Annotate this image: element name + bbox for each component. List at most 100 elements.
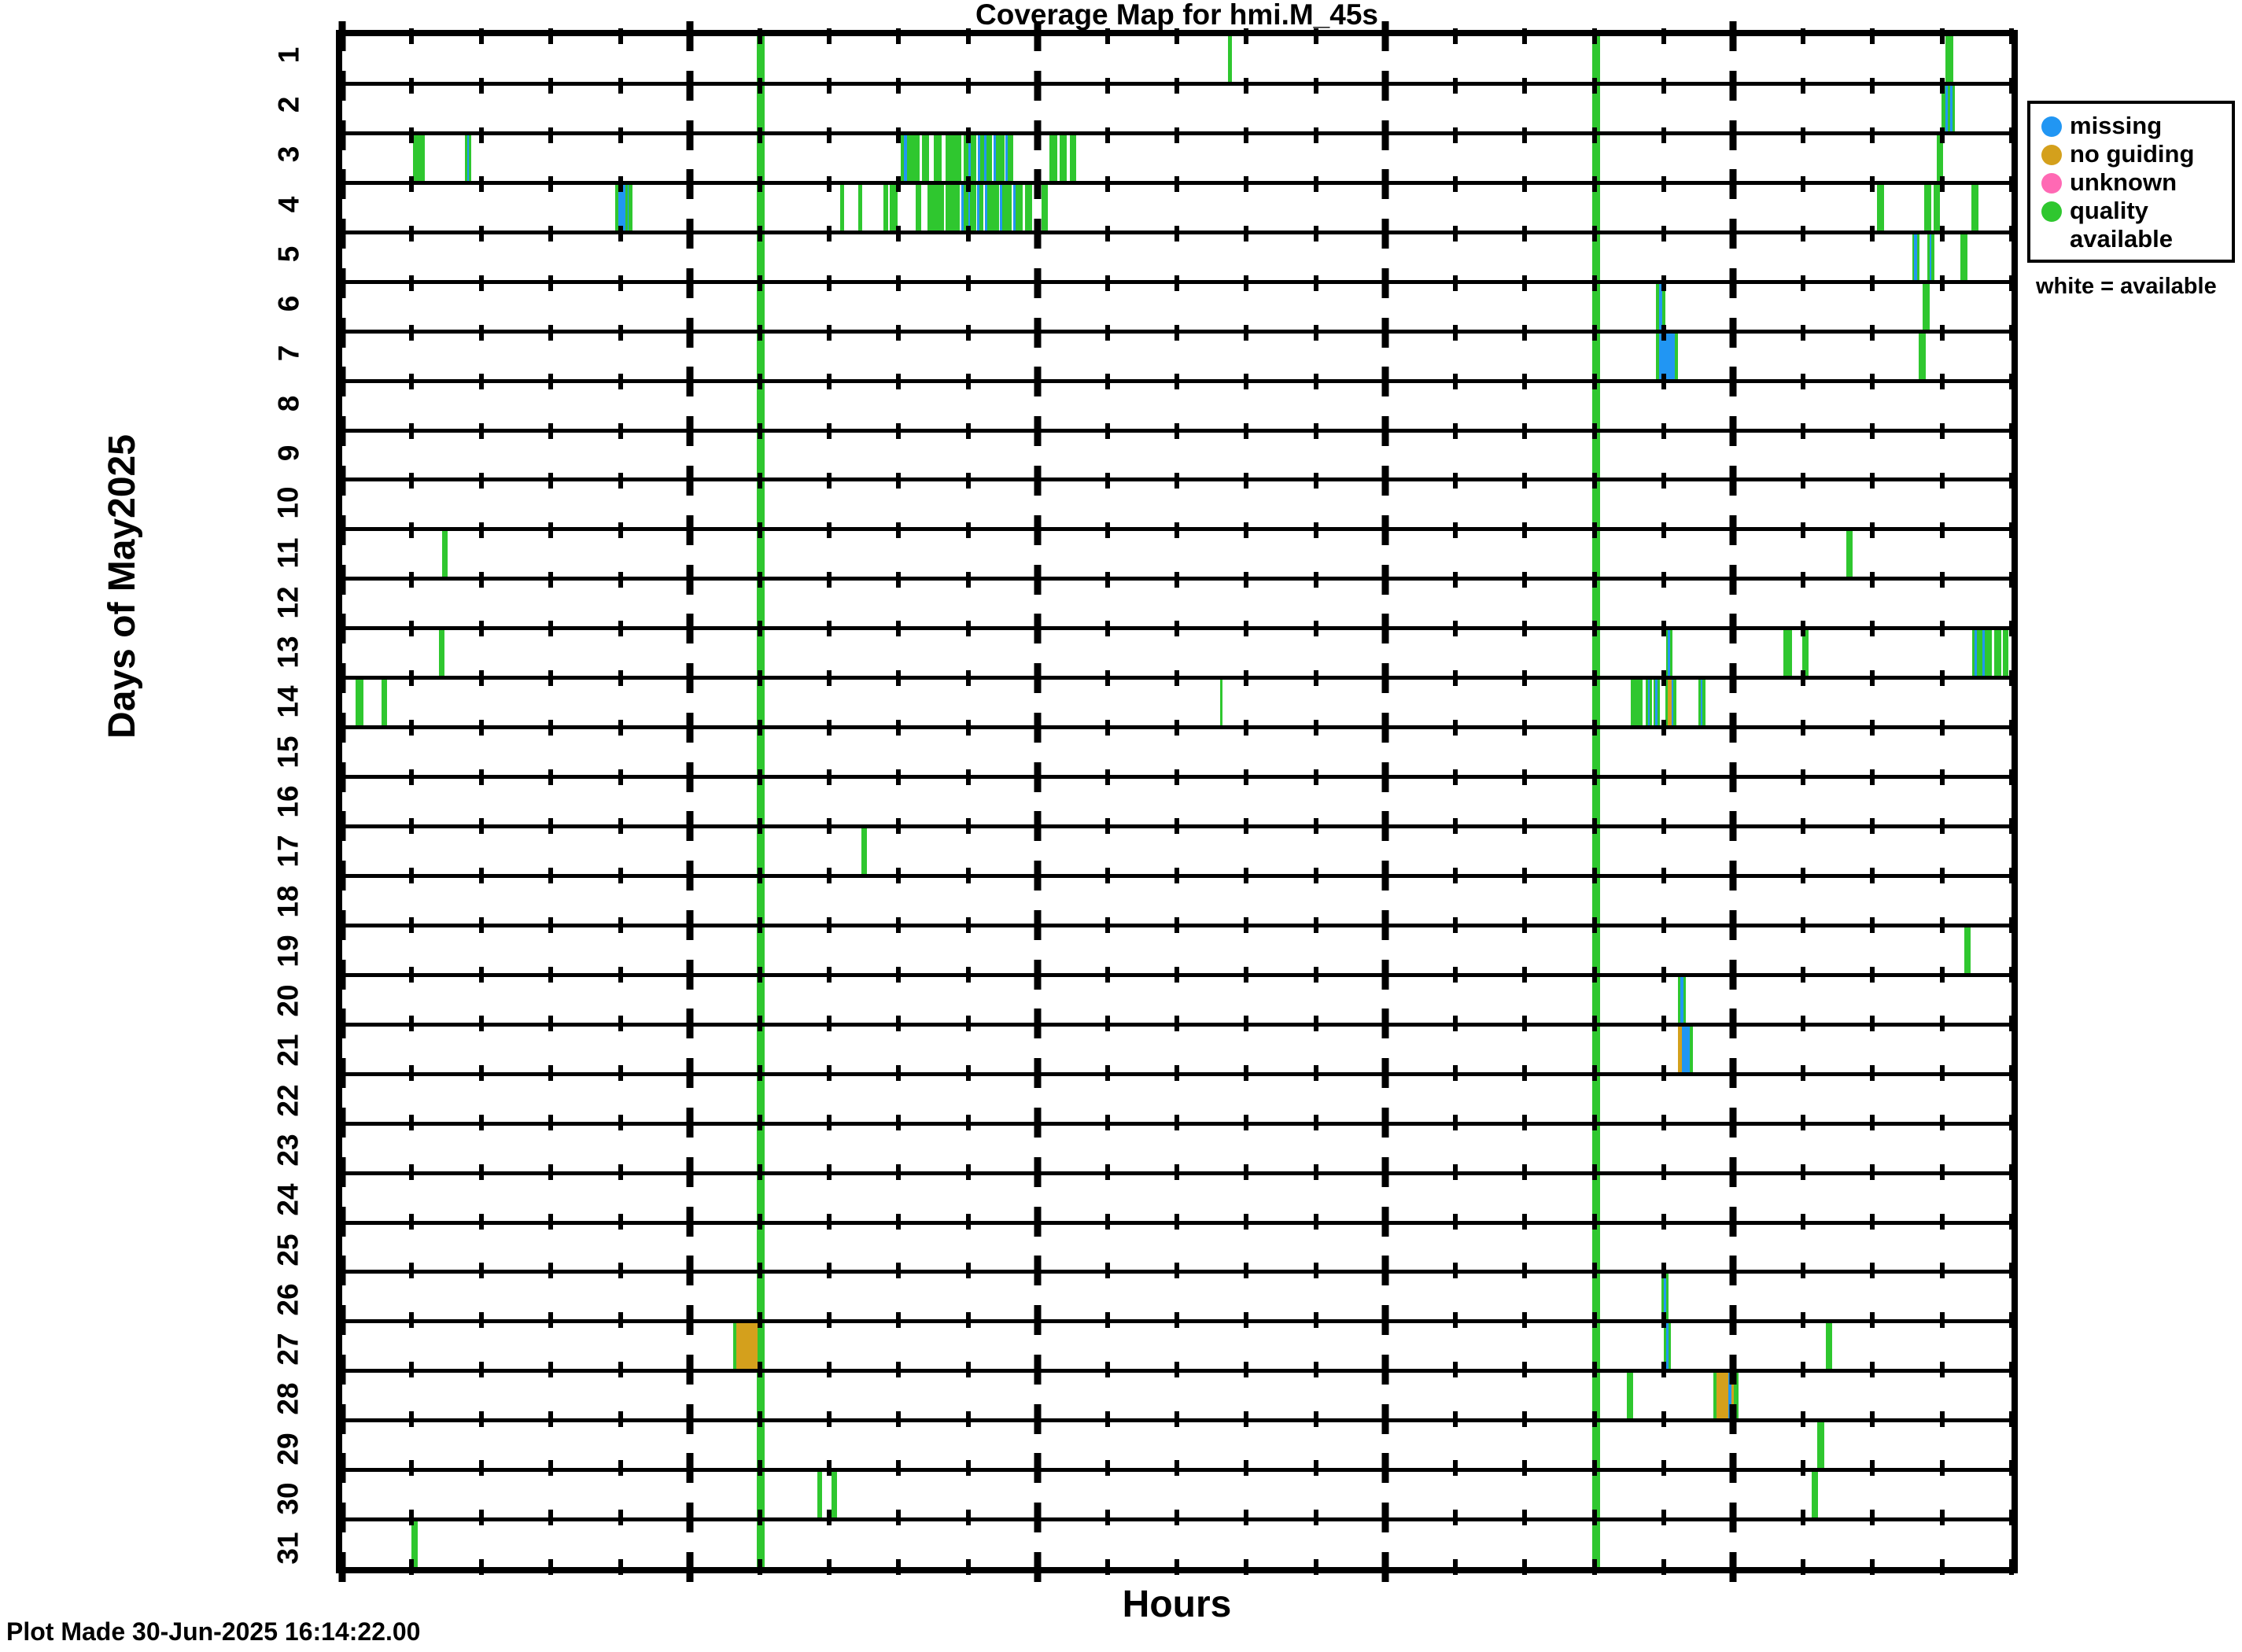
coverage-mark (1922, 283, 1930, 330)
coverage-mark (831, 1472, 837, 1518)
day-row-12 (342, 581, 2012, 631)
coverage-mark (756, 828, 765, 874)
day-label-17: 17 (272, 835, 304, 868)
coverage-mark (904, 135, 907, 181)
coverage-mark (1668, 630, 1671, 677)
legend-item-label: unknown (2070, 168, 2177, 196)
legend-dot-icon (2041, 201, 2062, 222)
coverage-mark (1717, 1373, 1729, 1419)
coverage-mark (1042, 184, 1048, 230)
day-row-28 (342, 1373, 2012, 1423)
coverage-mark (1993, 630, 2001, 677)
coverage-mark (1591, 184, 1601, 230)
day-label-4: 4 (271, 196, 304, 212)
day-row-1 (342, 36, 2012, 86)
coverage-mark (946, 135, 961, 181)
day-label-11: 11 (272, 537, 304, 569)
coverage-mark (756, 382, 765, 429)
day-label-28: 28 (272, 1382, 304, 1416)
coverage-mark (1728, 1373, 1731, 1419)
coverage-mark (1671, 680, 1674, 726)
coverage-mark (984, 184, 987, 230)
day-label-20: 20 (272, 984, 304, 1017)
coverage-mark (1060, 135, 1068, 181)
legend-item-0: missing (2041, 112, 2232, 140)
day-label-16: 16 (272, 785, 304, 818)
day-row-15 (342, 729, 2012, 780)
coverage-mark (1677, 976, 1681, 1023)
coverage-mark (1049, 135, 1057, 181)
coverage-mark (1658, 333, 1676, 379)
coverage-mark (756, 135, 765, 181)
coverage-mark (1801, 630, 1809, 677)
coverage-mark (1945, 36, 1953, 82)
coverage-mark (978, 135, 981, 181)
day-row-13 (342, 630, 2012, 680)
coverage-mark (1669, 1323, 1672, 1370)
coverage-mark (1591, 1075, 1601, 1122)
coverage-mark (1877, 184, 1885, 230)
coverage-mark (1916, 234, 1920, 280)
coverage-mark (996, 135, 1005, 181)
coverage-mark (1591, 531, 1601, 577)
coverage-mark (1713, 1373, 1717, 1419)
coverage-mark (906, 135, 920, 181)
coverage-mark (1591, 432, 1601, 478)
coverage-mark (1013, 184, 1016, 230)
day-row-30 (342, 1472, 2012, 1522)
day-row-18 (342, 877, 2012, 927)
chart-title: Coverage Map for hmi.M_45s (975, 0, 1378, 31)
day-row-10 (342, 481, 2012, 532)
coverage-mark (756, 927, 765, 973)
day-row-6 (342, 283, 2012, 334)
coverage-mark (1591, 1174, 1601, 1221)
coverage-mark (977, 184, 980, 230)
day-row-29 (342, 1422, 2012, 1473)
coverage-mark (1947, 85, 1951, 131)
day-label-2: 2 (271, 96, 304, 113)
day-row-27 (342, 1323, 2012, 1374)
day-row-26 (342, 1274, 2012, 1324)
legend-dot-icon (2041, 116, 2062, 137)
coverage-mark (979, 184, 984, 230)
coverage-mark (1975, 630, 1978, 677)
day-label-21: 21 (272, 1034, 304, 1068)
coverage-mark (1681, 1026, 1690, 1072)
day-row-25 (342, 1224, 2012, 1274)
day-row-17 (342, 828, 2012, 878)
coverage-mark (1591, 283, 1601, 330)
coverage-mark (756, 85, 765, 131)
day-label-6: 6 (271, 295, 304, 312)
day-label-29: 29 (272, 1433, 304, 1466)
legend-dot-icon (2041, 145, 2062, 165)
day-label-7: 7 (271, 345, 304, 362)
coverage-mark (1631, 680, 1643, 726)
coverage-mark (1912, 234, 1915, 280)
coverage-mark (468, 135, 472, 181)
coverage-mark (381, 680, 388, 726)
day-row-20 (342, 976, 2012, 1027)
coverage-mark (1683, 976, 1686, 1023)
coverage-mark (442, 531, 448, 577)
day-row-14 (342, 680, 2012, 730)
coverage-mark (1933, 184, 1940, 230)
day-label-10: 10 (272, 486, 304, 519)
coverage-mark (1669, 630, 1672, 677)
coverage-mark (1960, 234, 1968, 280)
y-axis-label: Days of May2025 (101, 433, 143, 739)
coverage-mark (1591, 1026, 1601, 1072)
coverage-mark (615, 184, 618, 230)
legend-dot-icon (2041, 173, 2062, 194)
coverage-mark (438, 630, 444, 677)
footer-text: Plot Made 30-Jun-2025 16:14:22.00 (6, 1617, 421, 1646)
coverage-mark (756, 36, 765, 82)
coverage-mark (1015, 184, 1023, 230)
coverage-mark (756, 234, 765, 280)
coverage-mark (756, 481, 765, 528)
coverage-mark (732, 1323, 737, 1370)
legend-box: missing no guiding unknown quality availabl… (2027, 101, 2235, 263)
coverage-mark (756, 581, 765, 627)
coverage-mark (1591, 630, 1601, 677)
coverage-mark (1647, 680, 1650, 726)
day-label-1: 1 (271, 46, 304, 63)
